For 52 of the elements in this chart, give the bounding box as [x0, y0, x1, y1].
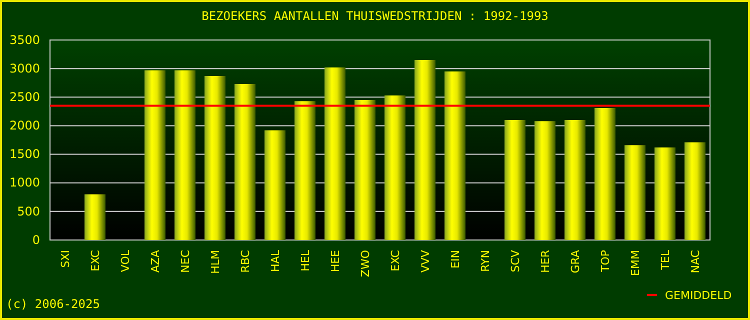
bar — [264, 130, 286, 240]
y-tick-label: 3000 — [9, 61, 40, 76]
x-tick-label: TEL — [658, 249, 672, 271]
x-tick-label: AZA — [148, 250, 162, 273]
bar — [444, 71, 466, 240]
x-tick-label: TOP — [598, 250, 612, 274]
bar — [654, 147, 676, 240]
bar — [684, 142, 706, 240]
bar — [624, 145, 646, 240]
x-tick-label: SCV — [508, 250, 522, 272]
x-tick-label: SXI — [58, 250, 72, 268]
x-tick-label: EXC — [88, 250, 102, 272]
x-tick-label: EMM — [628, 250, 642, 276]
x-tick-label: ZWO — [358, 250, 372, 278]
x-tick-label: GRA — [568, 250, 582, 274]
y-tick-label: 1000 — [9, 176, 40, 190]
text: (c) 2006-2025 — [6, 297, 100, 311]
bar — [324, 67, 346, 240]
x-tick-label: VOL — [118, 249, 132, 272]
bar — [414, 60, 436, 240]
x-tick-label: HEL — [298, 249, 312, 272]
bar — [564, 120, 586, 240]
bar — [354, 100, 376, 240]
bar — [594, 108, 616, 240]
bar — [204, 76, 226, 240]
x-tick-label: RBC — [238, 250, 252, 273]
y-tick-label: 0 — [32, 232, 40, 247]
x-tick-label: RYN — [478, 250, 492, 272]
chart-title: BEZOEKERS AANTALLEN THUISWEDSTRIJDEN : 1992-1993 — [202, 9, 548, 23]
x-tick-label: EIN — [448, 250, 462, 268]
legend-label: GEMIDDELD — [665, 288, 732, 302]
bar — [504, 120, 526, 240]
x-tick-label: EXC — [388, 250, 402, 272]
x-tick-label: NAC — [688, 250, 702, 274]
x-tick-label: HAL — [268, 249, 282, 272]
y-tick-label: 500 — [17, 204, 40, 218]
bar — [144, 70, 166, 240]
bar — [384, 95, 406, 240]
y-tick-label: 2500 — [9, 90, 40, 104]
bar — [234, 84, 256, 240]
bar — [534, 121, 556, 240]
bar — [294, 101, 316, 240]
x-tick-label: HER — [538, 250, 552, 273]
bar — [84, 194, 106, 240]
y-tick-label: 2000 — [9, 118, 40, 133]
x-tick-label: NEC — [178, 250, 192, 273]
y-tick-label: 3500 — [9, 32, 40, 47]
x-tick-label: HLM — [208, 250, 222, 274]
y-tick-label: 1500 — [9, 147, 40, 162]
x-tick-label: HEE — [328, 250, 342, 272]
x-tick-label: VVV — [418, 250, 432, 273]
bar — [174, 70, 196, 240]
